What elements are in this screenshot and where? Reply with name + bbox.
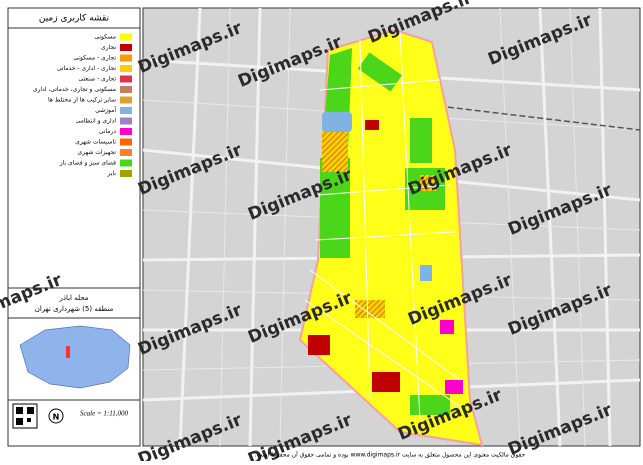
legend-swatch (120, 128, 132, 135)
footer: حقوق مالکیت معنوی این محصول متعلق به سای… (255, 450, 526, 459)
legend-swatch (120, 65, 132, 72)
north-arrow (48, 408, 64, 424)
svg-text:N: N (53, 413, 60, 422)
legend-swatch (120, 170, 132, 177)
legend-label: تجهیزات شهری (78, 149, 117, 156)
legend-label: سایر ترکیب ها از مختلط ها (48, 97, 116, 104)
legend-label: تجاری - اداری - خدماتی (57, 65, 116, 72)
neighborhood: محله اباذر (58, 294, 88, 302)
railway (429, 104, 641, 131)
legend-label: آموزشی (95, 105, 116, 114)
legend-swatch (120, 138, 132, 146)
legend-label: تجاری - مسکونی (73, 55, 116, 62)
legend-swatch (120, 107, 132, 114)
tehran-outline (19, 325, 131, 389)
neighborhood-location (66, 346, 70, 358)
legend-swatch (120, 96, 132, 104)
legend-swatch (120, 159, 132, 167)
legend-label: مسکونی (94, 34, 116, 41)
legend-label: فضای سبز و فضای باز (59, 160, 116, 167)
district: منطقه (5) شهرداری تهران (35, 305, 114, 313)
legend-title: نقشه کاربری زمین (39, 14, 109, 24)
legend-swatch (120, 75, 132, 83)
legend: مسکونی تجاری تجاری - مسکونی تجاری - اداری -… (33, 33, 132, 177)
legend-label: تجاری (101, 44, 116, 51)
legend-swatch (120, 149, 132, 156)
legend-label: بایر (107, 170, 117, 177)
legend-swatch (120, 33, 132, 41)
scale: Scale = 1:11,000 (80, 410, 128, 418)
legend-swatch (120, 86, 132, 93)
legend-label: تجاری - صنعتی (78, 76, 116, 83)
legend-swatch (120, 54, 132, 62)
land-parcels (308, 48, 463, 415)
legend-label: مسکونی و تجاری، خدماتی، اداری (33, 86, 116, 93)
legend-label: اداری و انتظامی (76, 118, 117, 125)
legend-swatch (120, 44, 132, 51)
legend-swatch (120, 117, 132, 125)
legend-label: تاسیسات شهری (75, 139, 116, 146)
legend-label: درمانی (99, 128, 117, 135)
